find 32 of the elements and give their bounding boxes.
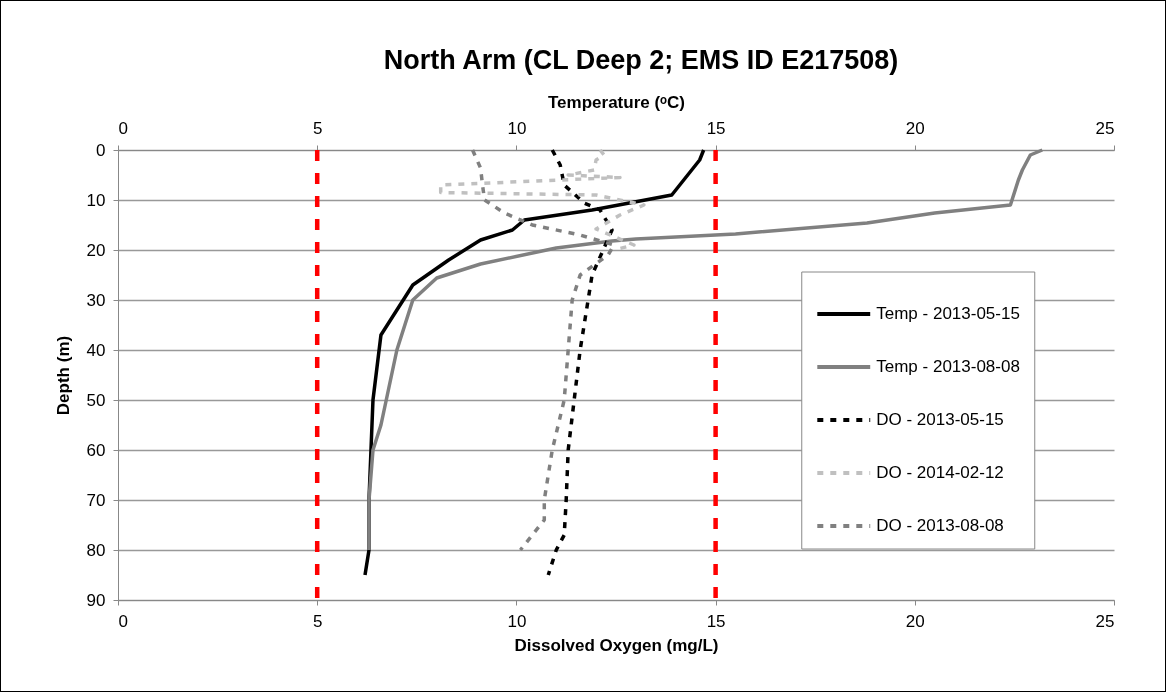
line-series [438, 148, 646, 252]
x2-tick-label: 20 [905, 118, 925, 138]
chart-title: North Arm (CL Deep 2; EMS ID E217508) [383, 45, 899, 75]
x-tick-label: 10 [507, 611, 527, 631]
y-tick-label: 90 [86, 590, 106, 610]
x2-tick-label: 0 [118, 118, 128, 138]
y-tick-label: 10 [86, 190, 106, 210]
y-tick-label: 50 [86, 390, 106, 410]
y-tick-label: 30 [86, 290, 106, 310]
legend-label: DO - 2014-02-12 [876, 463, 1004, 482]
y-tick-label: 20 [86, 240, 106, 260]
x2-tick-label: 5 [312, 118, 323, 138]
x-tick-label: 15 [706, 611, 726, 631]
legend-label: DO - 2013-08-08 [876, 516, 1004, 535]
x-axis-title: Dissolved Oxygen (mg/L) [514, 635, 719, 655]
y-tick-label: 60 [86, 440, 106, 460]
y-tick-label: 0 [96, 140, 106, 160]
y-tick-label: 70 [86, 490, 106, 510]
x-tick-label: 25 [1095, 611, 1115, 631]
y-tick-label: 80 [86, 540, 106, 560]
y-tick-label: 40 [86, 340, 106, 360]
legend-label: Temp - 2013-05-15 [876, 304, 1020, 323]
x-tick-label: 20 [905, 611, 925, 631]
legend-label: DO - 2013-05-15 [876, 410, 1004, 429]
x-tick-label: 5 [312, 611, 323, 631]
x2-tick-label: 25 [1095, 118, 1115, 138]
x-tick-label: 0 [118, 611, 128, 631]
x2-axis-title: Temperature (ᵒC) [547, 92, 686, 112]
x2-tick-label: 15 [706, 118, 726, 138]
y-axis-title: Depth (m) [53, 335, 73, 416]
legend-label: Temp - 2013-08-08 [876, 357, 1020, 376]
x2-tick-label: 10 [507, 118, 527, 138]
